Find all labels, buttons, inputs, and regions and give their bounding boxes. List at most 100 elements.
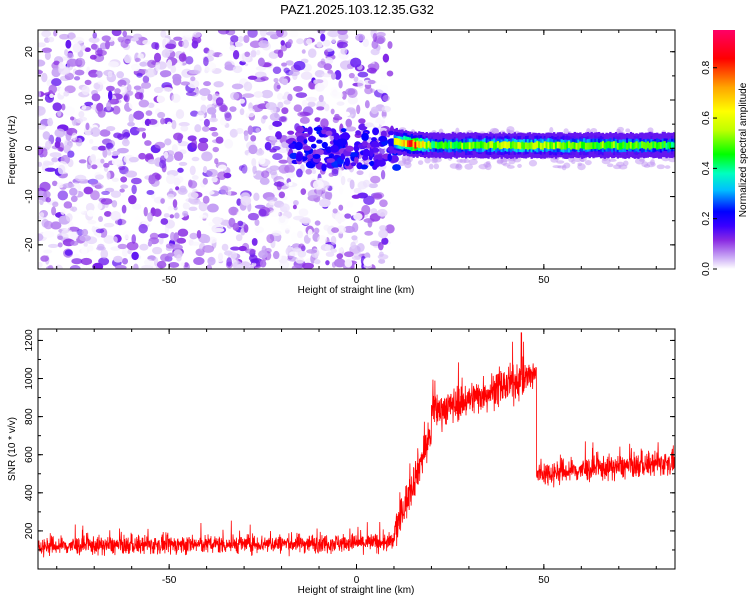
signal-band-cell [449, 141, 453, 149]
noise-blob [324, 190, 333, 201]
noise-blob [48, 84, 58, 94]
signal-band-cell [631, 142, 635, 150]
noise-blob [207, 93, 213, 102]
noise-blob [307, 228, 313, 239]
noise-blob [84, 101, 94, 106]
noise-blob [164, 138, 172, 146]
snr-frame [37, 328, 676, 570]
noise-blob [157, 233, 169, 239]
noise-blob [174, 212, 180, 219]
noise-blob [280, 224, 292, 231]
signal-band-cell [654, 141, 657, 149]
noise-blob [235, 234, 243, 242]
noise-blob [313, 79, 318, 84]
noise-blob [87, 219, 97, 225]
noise-blob [292, 204, 297, 210]
signal-band-cell [515, 142, 518, 150]
noise-blob [299, 116, 310, 124]
noise-blob [428, 163, 434, 170]
noise-blob [351, 235, 358, 241]
noise-blob [171, 143, 178, 153]
y-tick-label: 10 [24, 94, 35, 106]
noise-blob [100, 198, 113, 205]
noise-blob [128, 99, 137, 110]
noise-blob [112, 236, 118, 244]
noise-blob [247, 125, 254, 135]
noise-blob [369, 213, 381, 222]
noise-blob [291, 264, 302, 269]
signal-band-cell [496, 141, 500, 148]
noise-blob [362, 38, 370, 48]
noise-blob [173, 36, 183, 41]
noise-blob [285, 172, 295, 179]
noise-blob [221, 243, 229, 251]
signal-band-cell [412, 140, 415, 148]
signal-band-cell [464, 142, 468, 150]
noise-blob [120, 176, 128, 183]
signal-band-cell [459, 141, 462, 149]
snr-xlabel: Height of straight line (km) [298, 585, 415, 596]
noise-blob [90, 190, 100, 201]
noise-blob [180, 125, 189, 132]
noise-blob [125, 170, 138, 178]
noise-blob [324, 49, 329, 56]
noise-blob [138, 99, 150, 108]
noise-blob [251, 158, 257, 167]
noise-blob [67, 150, 75, 158]
noise-blob [356, 170, 364, 176]
noise-blob [300, 188, 307, 195]
noise-blob [116, 71, 125, 79]
noise-blob [89, 73, 98, 78]
noise-blob [38, 42, 46, 48]
noise-blob [276, 92, 284, 101]
noise-blob [664, 165, 671, 169]
signal-band-cell [543, 141, 546, 149]
noise-blob [517, 163, 522, 168]
noise-blob [184, 32, 194, 38]
noise-blob [338, 79, 343, 89]
noise-blob [318, 94, 324, 103]
noise-blob [307, 101, 316, 107]
signal-band-cell [627, 141, 631, 149]
noise-blob [259, 30, 267, 37]
noise-blob [61, 228, 73, 238]
y-tick-label: 400 [24, 484, 35, 501]
noise-blob [347, 88, 358, 99]
noise-blob [91, 164, 98, 170]
transition-blob [387, 146, 392, 152]
noise-blob [224, 138, 234, 149]
noise-blob [254, 226, 265, 234]
signal-band-cell [622, 141, 625, 149]
noise-blob [352, 222, 359, 233]
signal-band-cell [584, 142, 588, 150]
noise-blob [147, 159, 157, 165]
signal-band-cell [603, 142, 606, 150]
signal-band-cell [429, 142, 432, 150]
noise-blob [379, 251, 384, 257]
noise-blob [202, 195, 210, 204]
signal-band-cell [421, 140, 425, 148]
noise-blob [232, 261, 243, 269]
noise-blob [70, 195, 78, 203]
noise-blob [264, 141, 272, 151]
signal-band-cell [487, 141, 490, 149]
noise-blob [313, 227, 320, 234]
noise-blob [190, 241, 201, 246]
noise-blob [169, 231, 176, 242]
transition-blob [285, 139, 293, 144]
noise-blob [278, 116, 287, 122]
signal-band-cell [642, 141, 646, 149]
noise-blob [172, 175, 184, 184]
noise-blob [175, 109, 185, 120]
signal-band-cell [596, 141, 599, 149]
noise-blob [339, 186, 344, 195]
noise-blob [215, 136, 224, 144]
noise-blob [247, 75, 258, 80]
noise-blob [38, 106, 46, 116]
noise-blob [57, 190, 69, 201]
noise-blob [316, 41, 323, 48]
transition-blob [321, 163, 327, 172]
noise-blob [47, 36, 55, 43]
noise-blob [236, 127, 244, 134]
transition-blob [307, 126, 313, 135]
